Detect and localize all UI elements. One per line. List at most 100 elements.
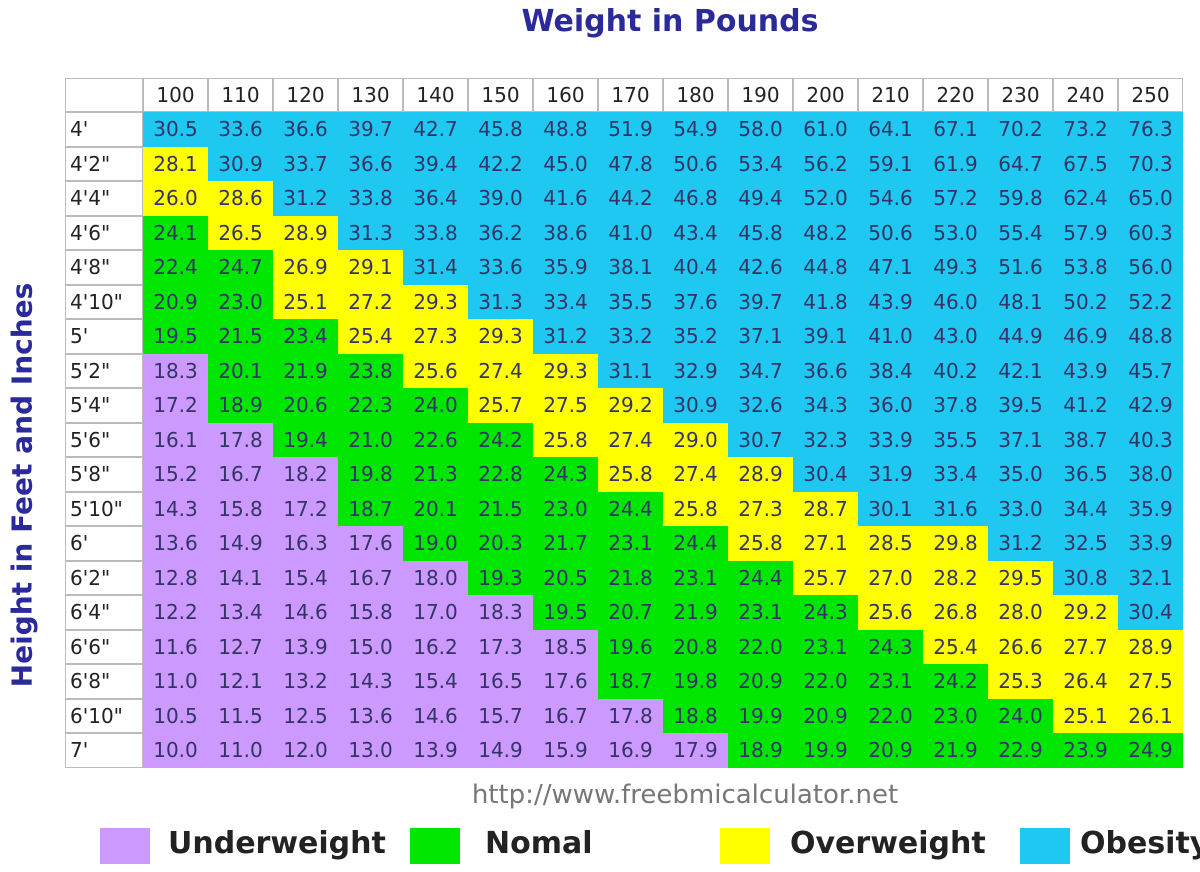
bmi-cell: 24.0 (988, 698, 1053, 733)
bmi-cell: 20.9 (728, 664, 793, 699)
source-url: http://www.freebmicalculator.net (471, 780, 899, 810)
bmi-cell: 41.2 (1053, 388, 1118, 423)
bmi-cell: 45.0 (533, 146, 598, 181)
row-header: 6'6" (65, 629, 143, 664)
bmi-cell: 53.0 (923, 215, 988, 250)
bmi-cell: 39.4 (403, 146, 468, 181)
bmi-cell: 15.0 (338, 629, 403, 664)
bmi-cell: 23.1 (728, 595, 793, 630)
bmi-cell: 44.2 (598, 181, 663, 216)
bmi-cell: 29.3 (533, 353, 598, 388)
bmi-cell: 73.2 (1053, 112, 1118, 147)
column-header: 120 (273, 78, 338, 112)
bmi-cell: 52.2 (1118, 284, 1183, 319)
column-header: 160 (533, 78, 598, 112)
column-header: 180 (663, 78, 728, 112)
bmi-cell: 17.8 (208, 422, 273, 457)
bmi-cell: 27.7 (1053, 629, 1118, 664)
bmi-cell: 33.0 (988, 491, 1053, 526)
row-header: 5'4" (65, 388, 143, 423)
bmi-cell: 22.3 (338, 388, 403, 423)
row-header: 6'2" (65, 560, 143, 595)
bmi-cell: 24.4 (663, 526, 728, 561)
bmi-cell: 21.9 (663, 595, 728, 630)
bmi-cell: 12.1 (208, 664, 273, 699)
bmi-cell: 51.9 (598, 112, 663, 147)
bmi-cell: 30.1 (858, 491, 923, 526)
bmi-cell: 36.6 (793, 353, 858, 388)
bmi-cell: 25.8 (728, 526, 793, 561)
bmi-cell: 14.6 (273, 595, 338, 630)
bmi-cell: 20.1 (208, 353, 273, 388)
bmi-cell: 36.0 (858, 388, 923, 423)
bmi-cell: 20.8 (663, 629, 728, 664)
column-header: 110 (208, 78, 273, 112)
legend-swatch (100, 828, 150, 864)
bmi-cell: 23.9 (1053, 733, 1118, 768)
bmi-cell: 13.0 (338, 733, 403, 768)
bmi-cell: 23.0 (533, 491, 598, 526)
bmi-cell: 35.5 (598, 284, 663, 319)
bmi-cell: 62.4 (1053, 181, 1118, 216)
bmi-cell: 25.8 (663, 491, 728, 526)
bmi-cell: 38.6 (533, 215, 598, 250)
bmi-cell: 19.5 (143, 319, 208, 354)
bmi-cell: 27.3 (403, 319, 468, 354)
bmi-cell: 14.9 (208, 526, 273, 561)
bmi-cell: 36.2 (468, 215, 533, 250)
bmi-cell: 35.0 (988, 457, 1053, 492)
bmi-cell: 57.9 (1053, 215, 1118, 250)
column-header: 150 (468, 78, 533, 112)
bmi-cell: 18.3 (468, 595, 533, 630)
bmi-cell: 11.6 (143, 629, 208, 664)
bmi-cell: 24.2 (923, 664, 988, 699)
bmi-cell: 50.2 (1053, 284, 1118, 319)
bmi-cell: 46.0 (923, 284, 988, 319)
bmi-cell: 15.7 (468, 698, 533, 733)
bmi-cell: 16.7 (533, 698, 598, 733)
bmi-cell: 53.8 (1053, 250, 1118, 285)
bmi-cell: 36.5 (1053, 457, 1118, 492)
bmi-cell: 26.1 (1118, 698, 1183, 733)
row-header: 5' (65, 319, 143, 354)
y-axis-label: Height in Feet and Inches (5, 282, 39, 688)
bmi-cell: 50.6 (663, 146, 728, 181)
bmi-cell: 17.2 (143, 388, 208, 423)
bmi-cell: 14.3 (338, 664, 403, 699)
bmi-cell: 14.6 (403, 698, 468, 733)
bmi-cell: 27.0 (858, 560, 923, 595)
legend-label: Nomal (485, 826, 593, 861)
bmi-cell: 70.3 (1118, 146, 1183, 181)
bmi-cell: 42.2 (468, 146, 533, 181)
bmi-cell: 27.2 (338, 284, 403, 319)
bmi-cell: 38.7 (1053, 422, 1118, 457)
column-header: 220 (923, 78, 988, 112)
bmi-cell: 14.3 (143, 491, 208, 526)
bmi-cell: 32.6 (728, 388, 793, 423)
bmi-cell: 37.8 (923, 388, 988, 423)
bmi-cell: 23.1 (663, 560, 728, 595)
bmi-cell: 20.9 (858, 733, 923, 768)
bmi-cell: 16.7 (338, 560, 403, 595)
row-header: 5'10" (65, 491, 143, 526)
bmi-cell: 28.2 (923, 560, 988, 595)
bmi-cell: 39.0 (468, 181, 533, 216)
bmi-cell: 33.8 (338, 181, 403, 216)
bmi-cell: 12.2 (143, 595, 208, 630)
bmi-cell: 55.4 (988, 215, 1053, 250)
bmi-cell: 18.8 (663, 698, 728, 733)
bmi-cell: 15.4 (403, 664, 468, 699)
bmi-cell: 41.6 (533, 181, 598, 216)
bmi-cell: 19.5 (533, 595, 598, 630)
bmi-cell: 22.4 (143, 250, 208, 285)
bmi-cell: 38.1 (598, 250, 663, 285)
bmi-cell: 31.4 (403, 250, 468, 285)
bmi-cell: 26.8 (923, 595, 988, 630)
bmi-cell: 34.4 (1053, 491, 1118, 526)
corner-cell (65, 78, 143, 112)
bmi-cell: 43.9 (1053, 353, 1118, 388)
bmi-cell: 45.8 (468, 112, 533, 147)
bmi-cell: 33.7 (273, 146, 338, 181)
bmi-cell: 10.0 (143, 733, 208, 768)
bmi-cell: 29.1 (338, 250, 403, 285)
